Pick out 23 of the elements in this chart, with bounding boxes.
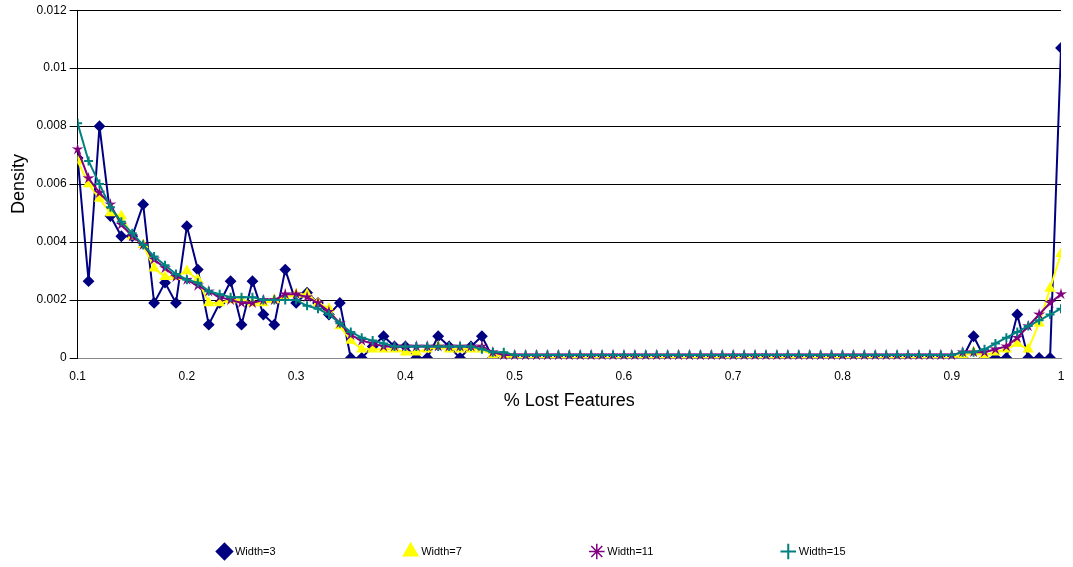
x-tick-label: 0.8 [834, 368, 852, 383]
x-tick-label: 0.7 [724, 368, 742, 383]
legend-label: Width=11 [607, 544, 654, 557]
x-tick-label: 0.2 [178, 368, 196, 383]
y-tick-label: 0.004 [36, 234, 67, 249]
x-tick-label: 0.5 [506, 368, 524, 383]
y-tick-label: 0 [59, 350, 67, 365]
y-tick-label: 0.012 [36, 2, 67, 17]
x-tick-label: 0.4 [397, 368, 415, 383]
y-tick-label: 0.01 [43, 60, 67, 75]
x-tick-label: 0.3 [287, 368, 305, 383]
y-axis-title: Density [7, 154, 28, 215]
x-axis-title: % Lost Features [503, 390, 635, 411]
y-tick-label: 0.008 [36, 118, 67, 133]
legend-label: Width=15 [798, 544, 846, 557]
y-tick-label: 0.002 [36, 292, 67, 307]
x-tick-label: 0.9 [943, 368, 961, 383]
legend-label: Width=7 [421, 544, 462, 557]
y-tick-label: 0.006 [36, 176, 67, 191]
x-tick-label: 0.1 [69, 368, 87, 383]
legend-label: Width=3 [234, 544, 276, 557]
x-tick-label: 0.6 [615, 368, 633, 383]
x-tick-label: 1 [1057, 368, 1065, 383]
